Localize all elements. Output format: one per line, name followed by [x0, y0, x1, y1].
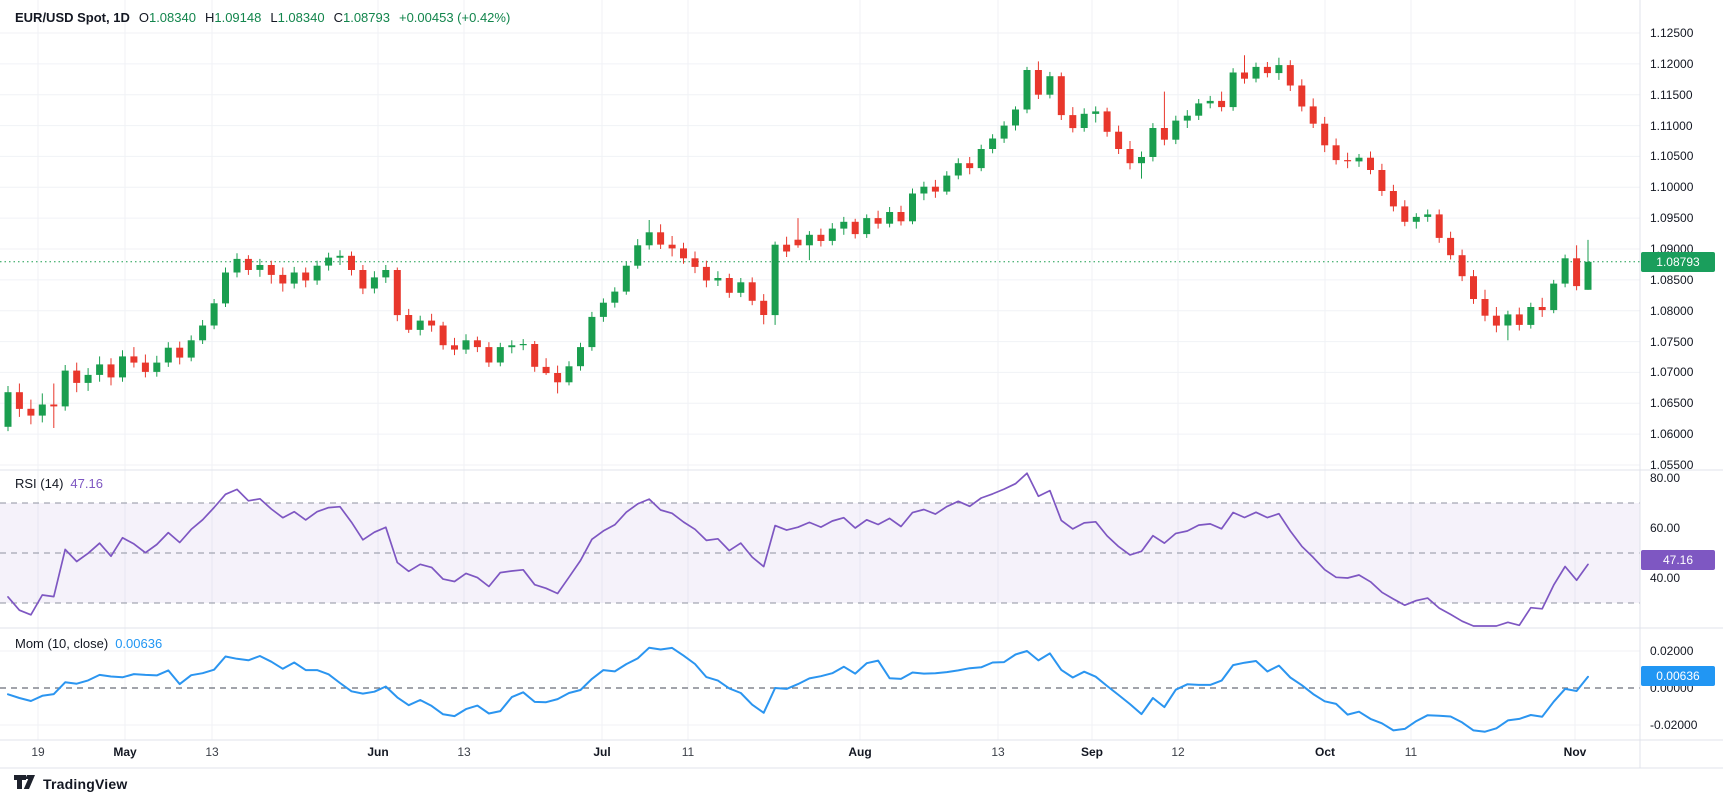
tradingview-logo-icon [14, 775, 35, 789]
tradingview-attribution[interactable]: TradingView [14, 775, 127, 792]
tradingview-brand-text: TradingView [43, 775, 128, 792]
